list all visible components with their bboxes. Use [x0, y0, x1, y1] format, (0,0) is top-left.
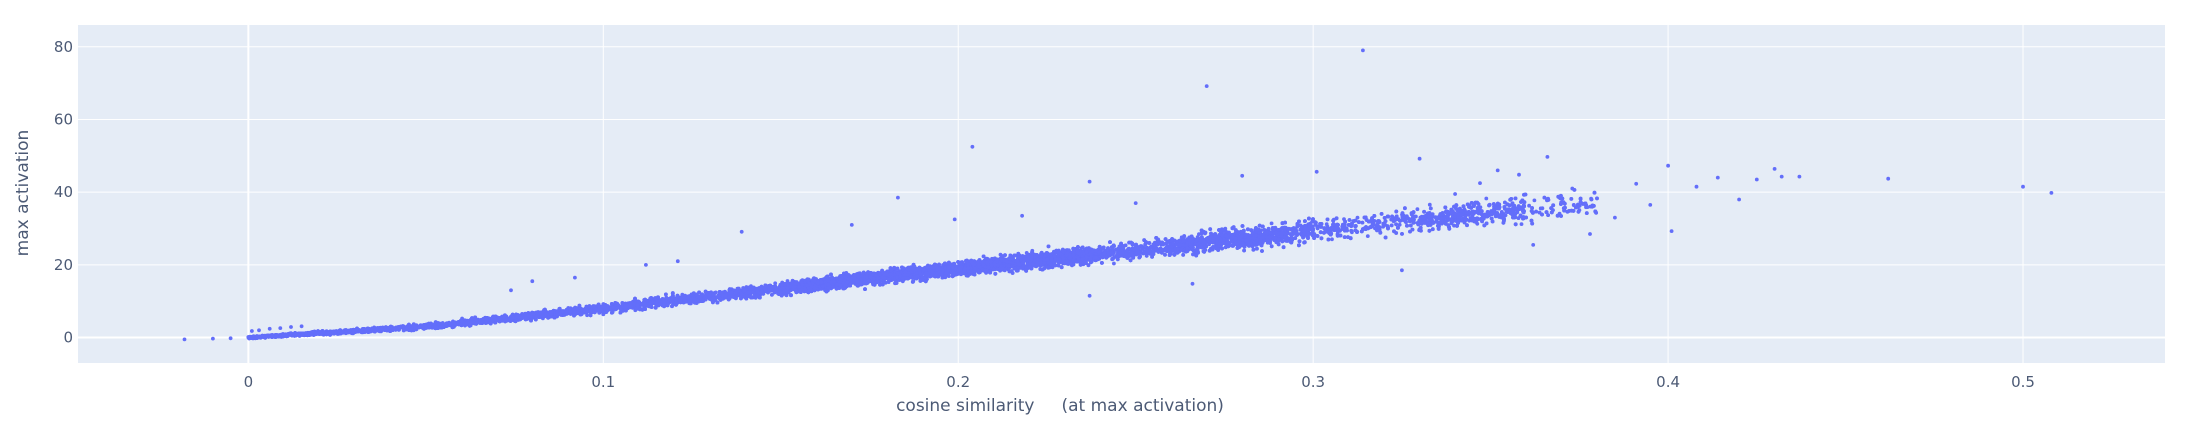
- data-points: [182, 48, 2054, 342]
- data-point: [1330, 237, 1334, 242]
- data-point: [1269, 221, 1274, 226]
- data-point: [1365, 234, 1370, 239]
- data-point: [1527, 203, 1531, 208]
- gridlines: [78, 25, 2165, 363]
- data-point: [1415, 207, 1420, 212]
- plot-background: [78, 25, 2165, 363]
- data-point: [1397, 222, 1402, 227]
- data-point: [1519, 222, 1524, 227]
- data-point: [1355, 215, 1360, 220]
- data-point: [1427, 202, 1432, 207]
- data-point: [1112, 261, 1116, 266]
- data-point: [1484, 196, 1489, 201]
- data-point: [1532, 198, 1537, 203]
